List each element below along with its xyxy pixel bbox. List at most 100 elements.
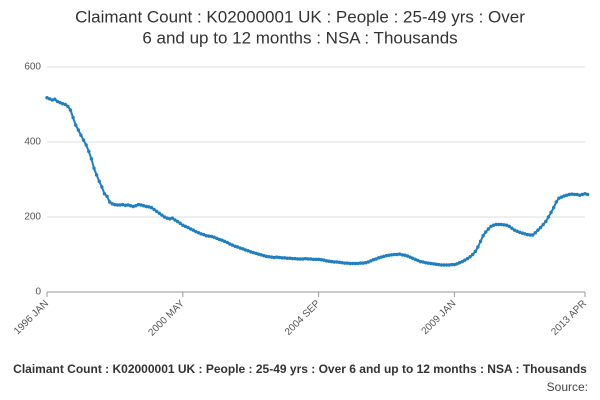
data-point (136, 202, 141, 207)
data-point (79, 133, 83, 137)
data-point (499, 222, 504, 227)
data-point (269, 255, 274, 259)
chart-title: 6 and up to 12 months : NSA : Thousands (142, 28, 457, 47)
y-tick-label: 400 (24, 137, 41, 148)
data-point (536, 228, 540, 232)
data-point (199, 232, 203, 236)
data-point (455, 262, 459, 266)
data-point (121, 202, 125, 207)
data-point (374, 257, 378, 261)
data-point (382, 254, 386, 259)
data-point (204, 234, 209, 238)
data-point (243, 248, 248, 252)
data-point (53, 97, 57, 101)
data-point (246, 249, 250, 253)
data-point (144, 204, 148, 209)
data-point (173, 218, 177, 222)
source: Source: (547, 380, 588, 394)
data-point (434, 262, 438, 266)
data-point (481, 234, 485, 238)
data-point (541, 222, 545, 227)
data-point (241, 247, 245, 251)
x-tick-label: 1996 JAN (12, 298, 51, 337)
x-tick-label: 2004 SEP (283, 298, 323, 338)
data-point (437, 262, 441, 267)
data-point (575, 192, 579, 197)
data-point (311, 257, 316, 262)
data-point (353, 261, 357, 266)
data-point (515, 229, 519, 233)
data-point (264, 254, 269, 259)
data-point (157, 211, 162, 215)
data-point (528, 233, 532, 237)
data-point (191, 228, 195, 232)
data-point (510, 226, 514, 230)
data-point (340, 261, 344, 265)
data-point (131, 204, 135, 209)
data-point (235, 245, 240, 249)
data-point (426, 261, 431, 265)
data-point (47, 97, 52, 101)
data-point (518, 230, 522, 235)
data-point (165, 216, 169, 220)
data-point (400, 253, 404, 257)
data-point (45, 96, 49, 100)
data-point (154, 209, 159, 214)
data-point (397, 252, 402, 256)
data-point (149, 205, 154, 210)
data-point (220, 238, 224, 242)
data-point (84, 143, 88, 147)
data-point (366, 260, 370, 264)
data-point (316, 257, 321, 262)
data-point (585, 192, 590, 197)
data-point (94, 173, 99, 177)
data-point (478, 239, 483, 244)
data-point (468, 255, 472, 259)
data-point (217, 237, 222, 242)
data-point (565, 193, 569, 197)
data-point (275, 255, 279, 259)
data-point (50, 98, 54, 102)
data-point (484, 230, 488, 234)
data-point (201, 232, 206, 237)
data-point (525, 232, 530, 237)
data-point (66, 104, 70, 109)
data-point (578, 193, 582, 197)
data-point (194, 229, 198, 234)
data-point (557, 196, 561, 200)
data-point (538, 225, 543, 230)
data-point (262, 253, 266, 258)
data-point (562, 194, 566, 198)
data-point (523, 232, 527, 236)
data-point (139, 203, 143, 207)
data-point (277, 255, 282, 260)
data-point (128, 204, 133, 208)
data-point (186, 225, 190, 230)
data-point (356, 261, 360, 266)
data-point (533, 231, 538, 235)
data-line (46, 96, 588, 266)
data-point (444, 263, 449, 267)
data-point (361, 261, 365, 265)
data-point (175, 219, 180, 224)
data-point (429, 261, 433, 266)
data-point (293, 256, 297, 261)
data-point (447, 263, 451, 267)
y-tick-label: 0 (35, 287, 41, 298)
data-point (147, 205, 151, 209)
data-point (141, 204, 146, 208)
data-point (107, 200, 112, 204)
data-point (520, 231, 525, 235)
data-point (343, 261, 347, 265)
data-point (504, 223, 509, 227)
data-point (507, 224, 511, 229)
data-point (123, 203, 128, 208)
data-point (387, 253, 391, 257)
data-point (476, 245, 480, 249)
data-point (567, 192, 572, 197)
data-point (497, 222, 501, 227)
data-point (183, 224, 188, 229)
data-point (249, 250, 253, 254)
data-point (431, 262, 436, 266)
